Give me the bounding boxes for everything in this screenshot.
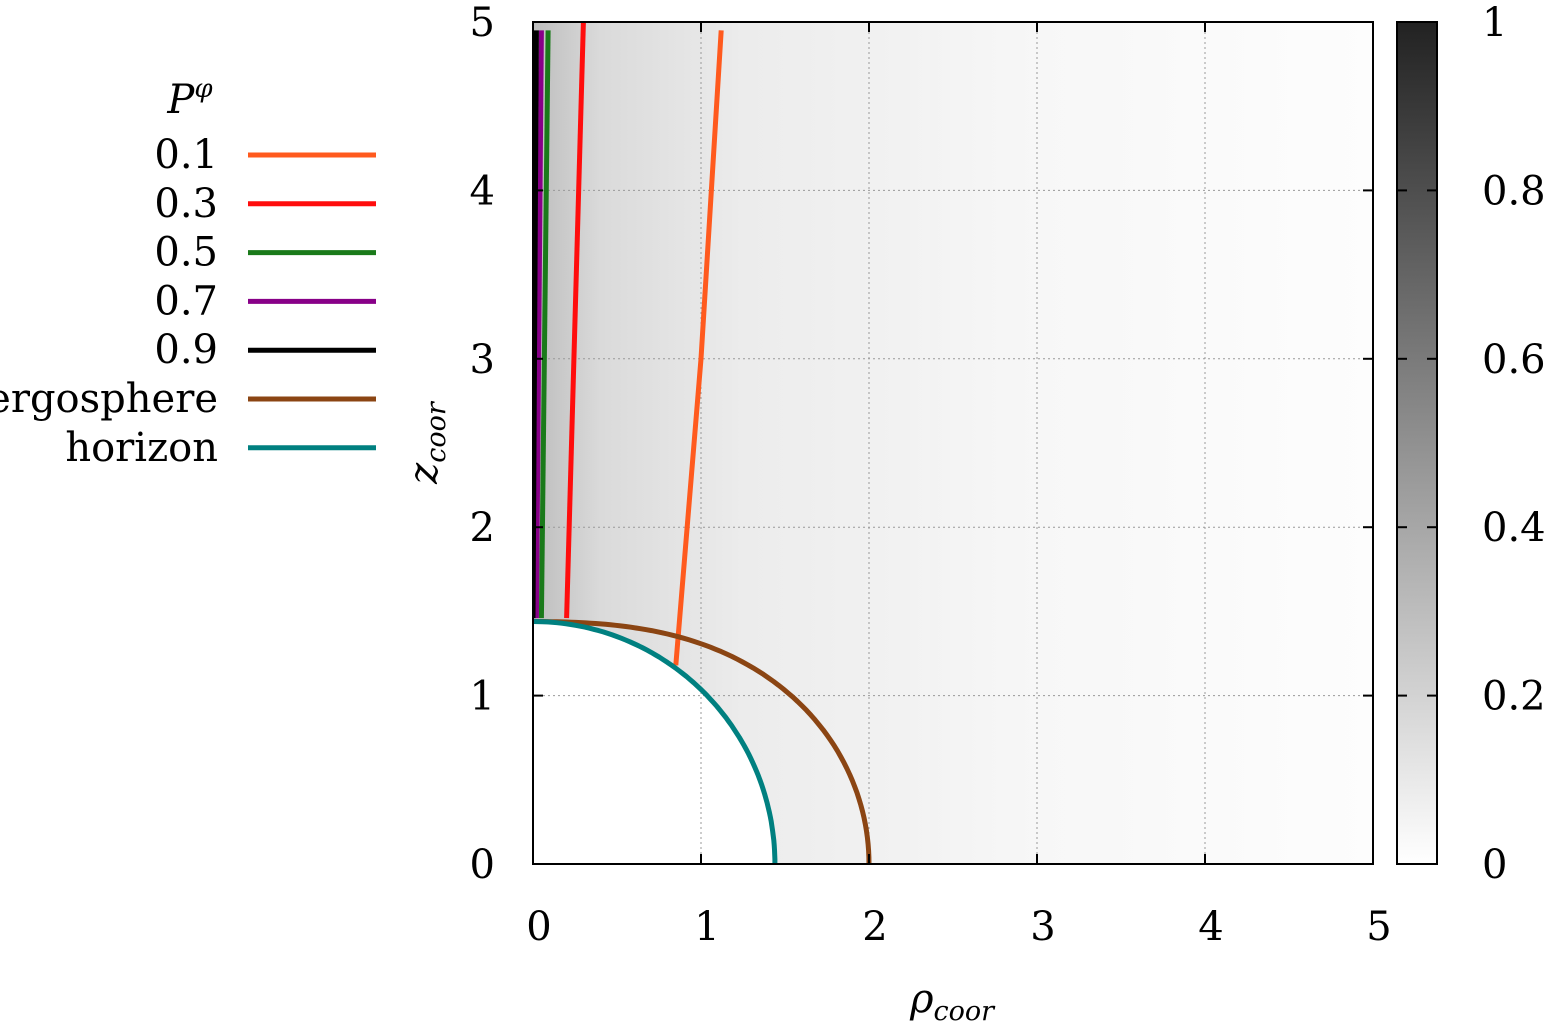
colorbar-tick-label-4: 0.8	[1482, 168, 1545, 214]
colorbar-tick-label-0: 0	[1482, 842, 1507, 888]
svg-text:Pφ: Pφ	[166, 74, 213, 123]
series-line-0.5	[538, 30, 551, 619]
x-tick-label-5: 5	[1366, 904, 1391, 950]
colorbar-tick-label-2: 0.4	[1482, 505, 1545, 551]
series-line-0.7	[533, 30, 544, 619]
y-axis-subscript: coor	[421, 400, 452, 463]
x-axis-symbol: ρ	[909, 976, 934, 1021]
y-tick-label-0: 0	[470, 842, 495, 888]
y-tick-label-3: 3	[470, 337, 495, 383]
axis-ticks: 0 1 2 3 4 5 0 1 2 3 4 5	[470, 0, 1392, 950]
legend-label-0.7: 0.7	[154, 278, 218, 324]
legend-title-superscript: φ	[194, 74, 213, 104]
y-axis-title: zcoor	[401, 400, 452, 485]
x-tick-label-1: 1	[694, 904, 719, 950]
legend-label-0.5: 0.5	[154, 230, 218, 276]
colorbar: 0 0.2 0.4 0.6 0.8 1	[1396, 0, 1545, 888]
x-axis-subscript: coor	[933, 996, 996, 1021]
series-line-horizon	[533, 619, 778, 864]
y-tick-label-5: 5	[470, 0, 495, 46]
legend-label-horizon: horizon	[65, 425, 218, 471]
colorbar-tick-label-5: 1	[1482, 0, 1507, 46]
y-tick-label-4: 4	[470, 168, 495, 214]
legend-title-symbol: P	[166, 77, 195, 123]
colorbar-gradient	[1397, 22, 1437, 864]
x-tick-label-4: 4	[1198, 904, 1223, 950]
plot-area: 0 1 2 3 4 5 0 1 2 3 4 5	[470, 0, 1392, 950]
series-line-ergosphere	[533, 619, 872, 864]
svg-text:zcoor: zcoor	[401, 400, 452, 485]
colorbar-tick-label-1: 0.2	[1482, 674, 1545, 720]
colorbar-frame	[1396, 21, 1438, 865]
y-tick-label-1: 1	[470, 674, 495, 720]
plot-frame	[532, 21, 1374, 865]
legend-label-0.3: 0.3	[154, 181, 218, 227]
x-tick-label-2: 2	[862, 904, 887, 950]
legend-label-0.9: 0.9	[154, 327, 218, 373]
legend-label-ergosphere: ergosphere	[0, 376, 218, 422]
legend-label-0.1: 0.1	[154, 132, 218, 178]
x-tick-label-0: 0	[526, 904, 551, 950]
x-tick-label-3: 3	[1030, 904, 1055, 950]
colorbar-tick-label-3: 0.6	[1482, 337, 1545, 383]
y-tick-label-2: 2	[470, 505, 495, 551]
series-line-0.1	[673, 30, 724, 666]
svg-text:ρcoor: ρcoor	[909, 976, 996, 1021]
y-axis-symbol: z	[401, 462, 447, 485]
colorbar-ticks: 0 0.2 0.4 0.6 0.8 1	[1397, 0, 1545, 888]
grid-lines	[533, 22, 1373, 864]
series-line-0.3	[564, 22, 586, 619]
horizon-interior	[533, 621, 775, 864]
x-axis-title: ρcoor	[909, 976, 996, 1021]
